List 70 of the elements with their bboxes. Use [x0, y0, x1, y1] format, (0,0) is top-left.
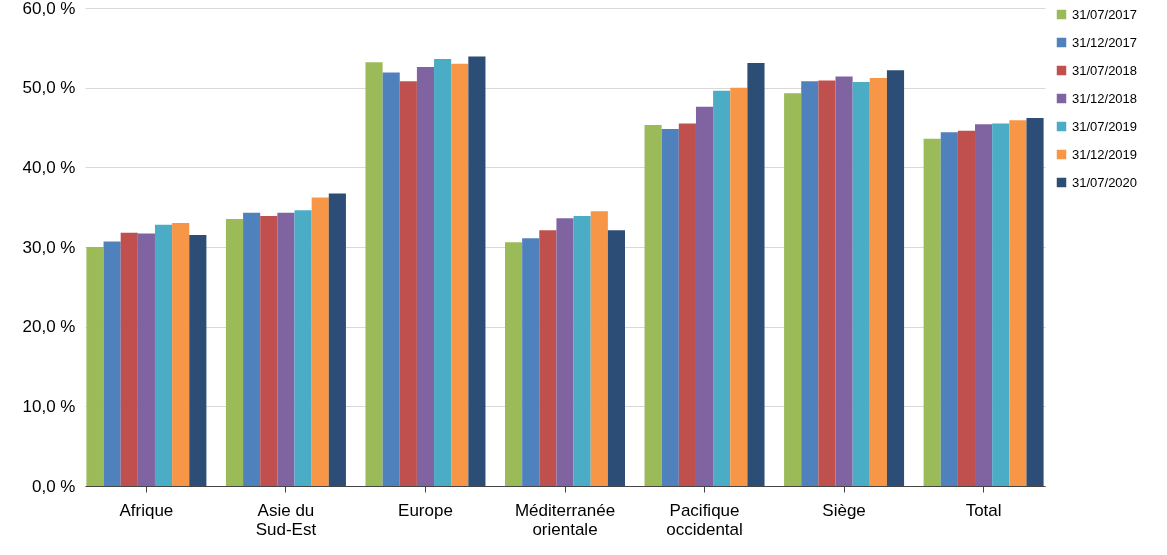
y-tick-label: 0,0 % — [32, 476, 76, 496]
x-tick-label: Afrique — [119, 500, 174, 520]
x-tick-label: Méditerranée orientale — [514, 500, 616, 539]
bar — [154, 224, 173, 486]
legend-label: 31/12/2019 — [1072, 146, 1138, 162]
bar — [713, 90, 731, 486]
x-tick-label: Siège — [822, 500, 866, 520]
y-tick-label: 60,0 % — [22, 0, 76, 18]
legend-label: 31/07/2018 — [1072, 62, 1138, 78]
x-tick-label: Asie du Sud-Est — [255, 500, 317, 539]
bar — [1026, 117, 1044, 486]
legend-label: 31/07/2020 — [1072, 174, 1138, 190]
bar — [243, 212, 261, 486]
bar — [730, 87, 748, 486]
bar — [852, 82, 870, 486]
bar — [294, 210, 312, 486]
bar — [522, 238, 540, 486]
bar — [661, 129, 679, 486]
bar — [311, 197, 329, 486]
bar — [573, 215, 591, 486]
bar — [556, 218, 574, 486]
legend-label: 31/07/2017 — [1072, 6, 1138, 22]
legend-label: 31/07/2019 — [1072, 118, 1138, 134]
bar — [801, 81, 819, 486]
y-tick-label: 10,0 % — [22, 396, 76, 416]
bar — [957, 130, 976, 486]
bar — [678, 123, 696, 486]
y-tick-label: 20,0 % — [22, 317, 76, 337]
bar — [992, 123, 1010, 486]
y-tick-label: 50,0 % — [22, 78, 76, 98]
bar — [328, 193, 346, 486]
bar — [644, 125, 662, 486]
x-tick-label: Europe — [398, 500, 453, 520]
bar — [277, 212, 295, 486]
bar — [923, 138, 941, 486]
bar — [225, 219, 244, 486]
bar — [835, 76, 853, 486]
legend-label: 31/12/2017 — [1072, 34, 1138, 50]
bar — [695, 106, 714, 486]
bar — [189, 235, 207, 486]
legend-label: 31/12/2018 — [1072, 90, 1138, 106]
bar — [886, 70, 905, 486]
bar — [365, 62, 383, 486]
bar — [399, 81, 417, 486]
bar — [260, 215, 278, 486]
bar — [468, 56, 486, 486]
bar — [86, 247, 104, 486]
bar — [120, 232, 138, 486]
bar — [869, 78, 887, 486]
bar — [784, 93, 802, 486]
x-tick-label: Pacifique occidental — [666, 500, 743, 539]
bar — [940, 132, 958, 486]
y-tick-label: 30,0 % — [22, 237, 76, 257]
bar — [434, 58, 452, 486]
x-tick-label: Total — [965, 500, 1002, 520]
bar — [590, 211, 608, 486]
bar — [607, 230, 625, 486]
bar — [747, 62, 765, 486]
bar — [975, 124, 993, 486]
y-tick-label: 40,0 % — [22, 157, 76, 177]
bar — [103, 241, 121, 486]
bar — [382, 72, 400, 486]
bar — [416, 66, 435, 486]
bar — [1009, 120, 1027, 486]
bar — [818, 80, 836, 486]
bar — [539, 230, 557, 486]
bar — [172, 223, 190, 486]
bar — [451, 63, 469, 486]
bar — [505, 242, 523, 486]
bar — [137, 233, 155, 486]
